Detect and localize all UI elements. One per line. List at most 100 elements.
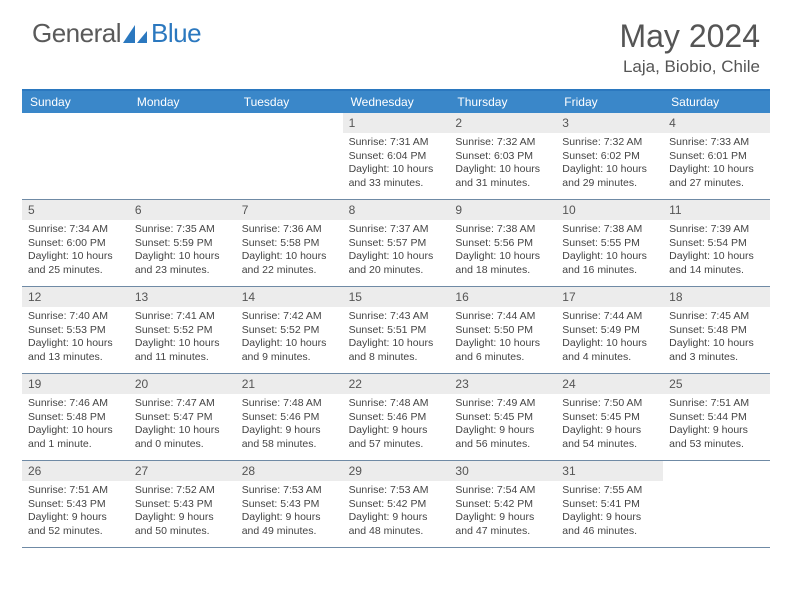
sunrise-line: Sunrise: 7:50 AM <box>562 397 657 411</box>
calendar-cell <box>129 113 236 199</box>
sunrise-line: Sunrise: 7:37 AM <box>349 223 444 237</box>
calendar-cell: 16Sunrise: 7:44 AMSunset: 5:50 PMDayligh… <box>449 287 556 373</box>
daylight-line: Daylight: 10 hours and 9 minutes. <box>242 337 337 364</box>
sunrise-line: Sunrise: 7:32 AM <box>455 136 550 150</box>
daylight-line: Daylight: 9 hours and 52 minutes. <box>28 511 123 538</box>
sunrise-line: Sunrise: 7:42 AM <box>242 310 337 324</box>
sunrise-line: Sunrise: 7:48 AM <box>349 397 444 411</box>
sunset-line: Sunset: 5:55 PM <box>562 237 657 251</box>
cell-body: Sunrise: 7:33 AMSunset: 6:01 PMDaylight:… <box>663 133 770 195</box>
daylight-line: Daylight: 10 hours and 8 minutes. <box>349 337 444 364</box>
day-number: 26 <box>22 461 129 481</box>
location-text: Laja, Biobio, Chile <box>619 57 760 77</box>
sunrise-line: Sunrise: 7:39 AM <box>669 223 764 237</box>
calendar-cell: 23Sunrise: 7:49 AMSunset: 5:45 PMDayligh… <box>449 374 556 460</box>
calendar-cell: 7Sunrise: 7:36 AMSunset: 5:58 PMDaylight… <box>236 200 343 286</box>
sunrise-line: Sunrise: 7:40 AM <box>28 310 123 324</box>
cell-body: Sunrise: 7:41 AMSunset: 5:52 PMDaylight:… <box>129 307 236 369</box>
cell-body: Sunrise: 7:32 AMSunset: 6:03 PMDaylight:… <box>449 133 556 195</box>
cell-body: Sunrise: 7:37 AMSunset: 5:57 PMDaylight:… <box>343 220 450 282</box>
calendar-cell: 6Sunrise: 7:35 AMSunset: 5:59 PMDaylight… <box>129 200 236 286</box>
sunset-line: Sunset: 5:46 PM <box>242 411 337 425</box>
day-number: 18 <box>663 287 770 307</box>
day-number: 2 <box>449 113 556 133</box>
sunset-line: Sunset: 5:51 PM <box>349 324 444 338</box>
calendar-cell <box>236 113 343 199</box>
sunrise-line: Sunrise: 7:53 AM <box>349 484 444 498</box>
calendar-cell: 10Sunrise: 7:38 AMSunset: 5:55 PMDayligh… <box>556 200 663 286</box>
sail-icon <box>121 23 149 45</box>
calendar-cell: 13Sunrise: 7:41 AMSunset: 5:52 PMDayligh… <box>129 287 236 373</box>
calendar-cell <box>22 113 129 199</box>
sunset-line: Sunset: 5:41 PM <box>562 498 657 512</box>
cell-body: Sunrise: 7:43 AMSunset: 5:51 PMDaylight:… <box>343 307 450 369</box>
weeks-container: 1Sunrise: 7:31 AMSunset: 6:04 PMDaylight… <box>22 113 770 548</box>
day-number: 24 <box>556 374 663 394</box>
sunrise-line: Sunrise: 7:53 AM <box>242 484 337 498</box>
day-number: 4 <box>663 113 770 133</box>
sunset-line: Sunset: 5:49 PM <box>562 324 657 338</box>
cell-body: Sunrise: 7:31 AMSunset: 6:04 PMDaylight:… <box>343 133 450 195</box>
sunset-line: Sunset: 5:57 PM <box>349 237 444 251</box>
cell-body: Sunrise: 7:48 AMSunset: 5:46 PMDaylight:… <box>343 394 450 456</box>
sunset-line: Sunset: 5:43 PM <box>28 498 123 512</box>
calendar-cell: 26Sunrise: 7:51 AMSunset: 5:43 PMDayligh… <box>22 461 129 547</box>
sunset-line: Sunset: 5:52 PM <box>135 324 230 338</box>
day-number: 27 <box>129 461 236 481</box>
day-number: 1 <box>343 113 450 133</box>
sunrise-line: Sunrise: 7:52 AM <box>135 484 230 498</box>
daylight-line: Daylight: 10 hours and 16 minutes. <box>562 250 657 277</box>
daylight-line: Daylight: 9 hours and 57 minutes. <box>349 424 444 451</box>
sunset-line: Sunset: 5:46 PM <box>349 411 444 425</box>
calendar-cell: 8Sunrise: 7:37 AMSunset: 5:57 PMDaylight… <box>343 200 450 286</box>
sunset-line: Sunset: 5:42 PM <box>349 498 444 512</box>
sunrise-line: Sunrise: 7:55 AM <box>562 484 657 498</box>
sunset-line: Sunset: 5:43 PM <box>242 498 337 512</box>
cell-body: Sunrise: 7:51 AMSunset: 5:44 PMDaylight:… <box>663 394 770 456</box>
cell-body: Sunrise: 7:53 AMSunset: 5:42 PMDaylight:… <box>343 481 450 543</box>
daylight-line: Daylight: 10 hours and 31 minutes. <box>455 163 550 190</box>
day-number: 15 <box>343 287 450 307</box>
brand-logo: General Blue <box>32 18 201 49</box>
sunset-line: Sunset: 5:48 PM <box>28 411 123 425</box>
sunset-line: Sunset: 5:53 PM <box>28 324 123 338</box>
daylight-line: Daylight: 9 hours and 49 minutes. <box>242 511 337 538</box>
cell-body: Sunrise: 7:45 AMSunset: 5:48 PMDaylight:… <box>663 307 770 369</box>
daylight-line: Daylight: 10 hours and 4 minutes. <box>562 337 657 364</box>
sunset-line: Sunset: 5:42 PM <box>455 498 550 512</box>
day-number: 23 <box>449 374 556 394</box>
calendar-cell: 20Sunrise: 7:47 AMSunset: 5:47 PMDayligh… <box>129 374 236 460</box>
calendar-cell: 22Sunrise: 7:48 AMSunset: 5:46 PMDayligh… <box>343 374 450 460</box>
sunset-line: Sunset: 5:52 PM <box>242 324 337 338</box>
sunset-line: Sunset: 5:45 PM <box>455 411 550 425</box>
daylight-line: Daylight: 9 hours and 46 minutes. <box>562 511 657 538</box>
day-number: 19 <box>22 374 129 394</box>
sunrise-line: Sunrise: 7:31 AM <box>349 136 444 150</box>
calendar-cell: 17Sunrise: 7:44 AMSunset: 5:49 PMDayligh… <box>556 287 663 373</box>
cell-body: Sunrise: 7:54 AMSunset: 5:42 PMDaylight:… <box>449 481 556 543</box>
daylight-line: Daylight: 9 hours and 54 minutes. <box>562 424 657 451</box>
cell-body: Sunrise: 7:51 AMSunset: 5:43 PMDaylight:… <box>22 481 129 543</box>
day-number: 28 <box>236 461 343 481</box>
day-number: 7 <box>236 200 343 220</box>
day-number: 12 <box>22 287 129 307</box>
daylight-line: Daylight: 9 hours and 50 minutes. <box>135 511 230 538</box>
calendar-cell: 24Sunrise: 7:50 AMSunset: 5:45 PMDayligh… <box>556 374 663 460</box>
cell-body: Sunrise: 7:52 AMSunset: 5:43 PMDaylight:… <box>129 481 236 543</box>
daylight-line: Daylight: 10 hours and 23 minutes. <box>135 250 230 277</box>
cell-body: Sunrise: 7:50 AMSunset: 5:45 PMDaylight:… <box>556 394 663 456</box>
day-number: 5 <box>22 200 129 220</box>
calendar-week: 5Sunrise: 7:34 AMSunset: 6:00 PMDaylight… <box>22 200 770 287</box>
page-header: General Blue May 2024 Laja, Biobio, Chil… <box>0 0 792 81</box>
brand-word-blue: Blue <box>151 18 201 49</box>
calendar-week: 26Sunrise: 7:51 AMSunset: 5:43 PMDayligh… <box>22 461 770 548</box>
calendar-cell: 15Sunrise: 7:43 AMSunset: 5:51 PMDayligh… <box>343 287 450 373</box>
sunrise-line: Sunrise: 7:46 AM <box>28 397 123 411</box>
sunset-line: Sunset: 5:48 PM <box>669 324 764 338</box>
daylight-line: Daylight: 10 hours and 25 minutes. <box>28 250 123 277</box>
daylight-line: Daylight: 9 hours and 53 minutes. <box>669 424 764 451</box>
sunset-line: Sunset: 5:58 PM <box>242 237 337 251</box>
sunset-line: Sunset: 6:00 PM <box>28 237 123 251</box>
brand-word-general: General <box>32 18 121 49</box>
cell-body: Sunrise: 7:47 AMSunset: 5:47 PMDaylight:… <box>129 394 236 456</box>
